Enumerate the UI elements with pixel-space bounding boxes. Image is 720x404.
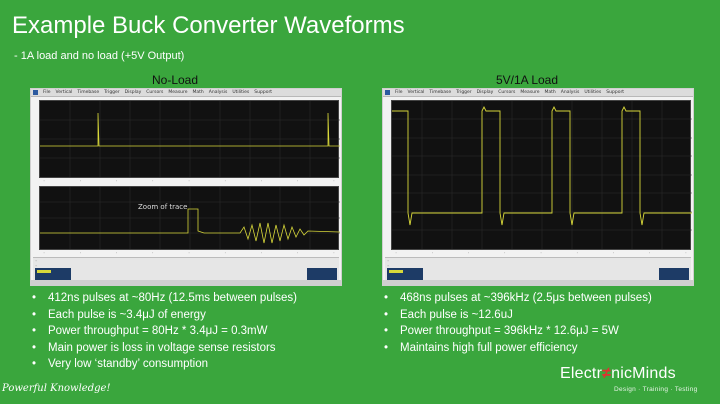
bullet-item: Maintains high full power efficiency — [382, 340, 652, 357]
no-load-scope-screenshot: File Vertical Timebase Trigger Display C… — [30, 88, 342, 286]
brand-subtitle: Design · Training · Testing — [614, 386, 698, 393]
trace-line — [40, 112, 340, 147]
scope-logo-icon — [33, 90, 38, 95]
menu-item: Display — [124, 90, 142, 95]
right-panel-label: 5V/1A Load — [495, 73, 559, 87]
slide-title: Example Buck Converter Waveforms — [12, 12, 405, 39]
menu-item: Trigger — [456, 90, 472, 95]
menu-item: Timebase — [77, 90, 100, 95]
menu-item: Math — [192, 90, 204, 95]
brand-text: Electr — [560, 365, 603, 382]
load-switching-trace — [391, 100, 692, 250]
left-panel-label: No-Load — [151, 73, 199, 87]
time-axis: · · · · · · · · · — [43, 251, 335, 255]
no-load-overview-trace — [39, 100, 340, 178]
measurement-panel: · · — [33, 257, 339, 281]
scope-menubar: File Vertical Timebase Trigger Display C… — [31, 89, 341, 97]
bullet-item: Power throughput = 80Hz * 3.4μJ = 0.3mW — [30, 323, 297, 340]
bullet-item: Power throughput = 396kHz * 12.6μJ = 5W — [382, 323, 652, 340]
no-load-bullets: 412ns pulses at ~80Hz (12.5ms between pu… — [30, 290, 297, 373]
bullet-item: Main power is loss in voltage sense resi… — [30, 340, 297, 357]
menu-item: Vertical — [55, 90, 73, 95]
menu-item: File — [43, 90, 51, 95]
tagline: Powerful Knowledge! — [2, 383, 111, 394]
menu-item: Cursors — [498, 90, 516, 95]
menu-item: Timebase — [429, 90, 452, 95]
menu-item: Math — [544, 90, 556, 95]
brand-logo: Electr≠nicMinds — [560, 365, 676, 383]
time-axis: · · · · · · · · · — [395, 251, 687, 255]
menu-item: Support — [254, 90, 273, 95]
bullet-item: Each pulse is ~3.4μJ of energy — [30, 307, 297, 324]
load-scope-screenshot: File Vertical Timebase Trigger Display C… — [382, 88, 694, 286]
menu-item: File — [395, 90, 403, 95]
trigger-box — [307, 268, 337, 280]
menu-item: Measure — [520, 90, 540, 95]
bullet-item: 468ns pulses at ~396kHz (2.5μs between p… — [382, 290, 652, 307]
menu-item: Cursors — [146, 90, 164, 95]
menu-item: Support — [606, 90, 625, 95]
menu-item: Trigger — [104, 90, 120, 95]
menu-item: Utilities — [232, 90, 250, 95]
zoom-label: Zoom of trace — [138, 203, 188, 211]
status-bar — [383, 280, 693, 285]
channel-box — [35, 268, 71, 280]
menu-item: Display — [476, 90, 494, 95]
menu-item: Analysis — [208, 90, 228, 95]
bullet-item: Very low ‘standby’ consumption — [30, 356, 297, 373]
slide-subtitle: - 1A load and no load (+5V Output) — [14, 50, 185, 62]
menu-item: Vertical — [407, 90, 425, 95]
bullet-item: Each pulse is ~12.6uJ — [382, 307, 652, 324]
menu-item: Analysis — [560, 90, 580, 95]
grid — [40, 187, 340, 249]
status-bar — [31, 280, 341, 285]
grid — [40, 101, 340, 177]
time-axis: · · · · · · · · · — [43, 179, 335, 183]
no-load-zoom-trace: Zoom of trace — [39, 186, 340, 250]
load-bullets: 468ns pulses at ~396kHz (2.5μs between p… — [382, 290, 652, 356]
trace-line — [40, 208, 340, 244]
measurement-row: · — [387, 263, 390, 268]
trace-line — [392, 105, 692, 226]
channel-box — [387, 268, 423, 280]
brand-bolt-icon: ≠ — [602, 365, 612, 382]
scope-logo-icon — [385, 90, 390, 95]
menu-item: Measure — [168, 90, 188, 95]
measurement-row: · — [35, 263, 38, 268]
grid — [392, 101, 692, 249]
measurement-row: · — [387, 258, 390, 263]
scope-menubar: File Vertical Timebase Trigger Display C… — [383, 89, 693, 97]
measurement-row: · — [35, 258, 38, 263]
brand-text: nicMinds — [611, 365, 676, 382]
measurement-panel: · · — [385, 257, 691, 281]
bullet-item: 412ns pulses at ~80Hz (12.5ms between pu… — [30, 290, 297, 307]
menu-item: Utilities — [584, 90, 602, 95]
trigger-box — [659, 268, 689, 280]
